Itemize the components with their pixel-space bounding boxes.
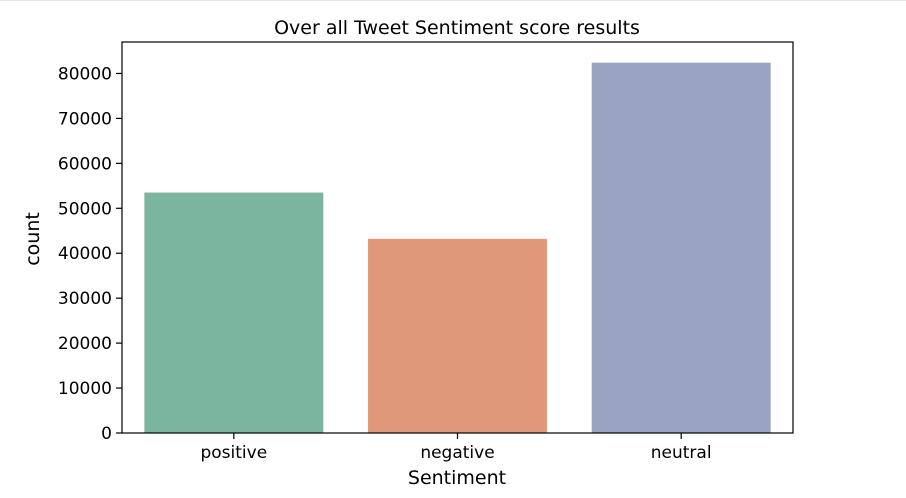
y-tick-label: 50000 xyxy=(58,199,112,219)
y-tick-label: 40000 xyxy=(58,244,112,264)
chart-title: Over all Tweet Sentiment score results xyxy=(274,17,640,39)
x-tick-label-negative: negative xyxy=(420,443,494,463)
y-tick-label: 0 xyxy=(101,424,112,444)
x-tick-label-positive: positive xyxy=(200,443,267,463)
plot-frame xyxy=(121,41,794,434)
x-ticks-group: positive negative neutral xyxy=(200,433,712,463)
bar-neutral xyxy=(591,62,771,434)
y-tick-label: 80000 xyxy=(58,64,112,84)
y-ticks-group: 0 10000 20000 30000 40000 50000 60000 70000 8000… xyxy=(58,64,122,444)
y-tick-label: 30000 xyxy=(58,289,112,309)
bars-group xyxy=(144,62,771,434)
y-axis-label: count xyxy=(22,212,44,266)
top-divider xyxy=(0,0,906,1)
bar-negative xyxy=(368,238,547,433)
bar-positive xyxy=(144,192,324,433)
y-tick-label: 20000 xyxy=(58,334,112,354)
x-tick-label-neutral: neutral xyxy=(651,443,712,463)
x-axis-label: Sentiment xyxy=(408,467,506,489)
y-tick-label: 10000 xyxy=(58,379,112,399)
y-tick-label: 70000 xyxy=(58,109,112,129)
y-tick-label: 60000 xyxy=(58,154,112,174)
